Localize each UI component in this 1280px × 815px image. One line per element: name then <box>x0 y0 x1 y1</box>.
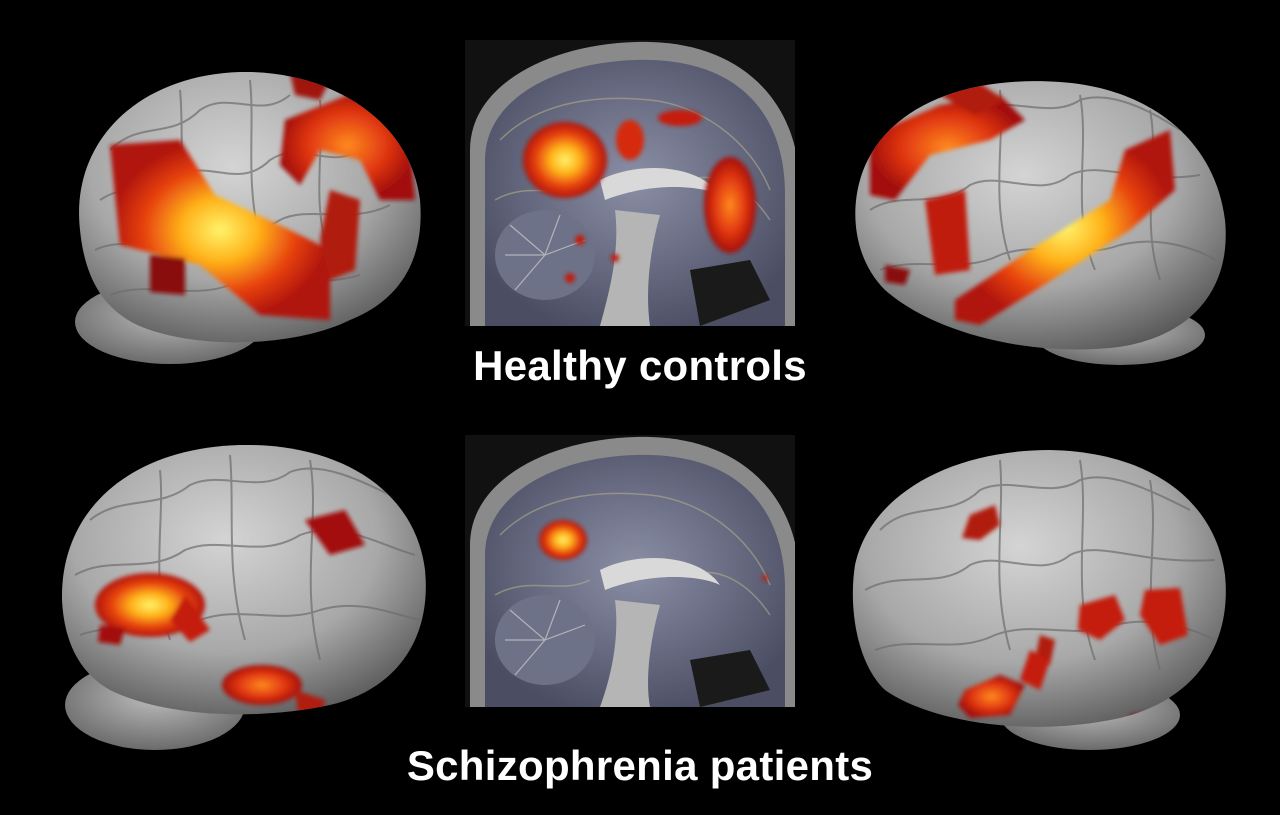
cortex-surface <box>852 450 1226 727</box>
patients-sagittal-slice <box>465 435 795 707</box>
healthy-sagittal-slice <box>465 40 795 326</box>
healthy-controls-label: Healthy controls <box>473 342 807 389</box>
schizophrenia-patients-label: Schizophrenia patients <box>406 742 874 789</box>
activation-clusters <box>539 520 768 581</box>
patients-left-lateral-brain <box>61 444 426 750</box>
activation-clusters <box>523 110 756 283</box>
brainstem <box>600 210 660 326</box>
brainstem <box>600 600 660 707</box>
healthy-left-lateral-brain <box>75 71 421 364</box>
activation-clusters <box>958 505 1188 725</box>
gyri-texture <box>864 459 1216 671</box>
activation-clusters <box>95 510 365 715</box>
cortex-surface <box>61 444 426 715</box>
corpus-callosum <box>600 168 720 200</box>
healthy-right-lateral-brain <box>855 81 1226 365</box>
activation-clusters <box>110 72 415 320</box>
patients-right-lateral-brain <box>852 450 1226 750</box>
corpus-callosum <box>600 558 720 590</box>
